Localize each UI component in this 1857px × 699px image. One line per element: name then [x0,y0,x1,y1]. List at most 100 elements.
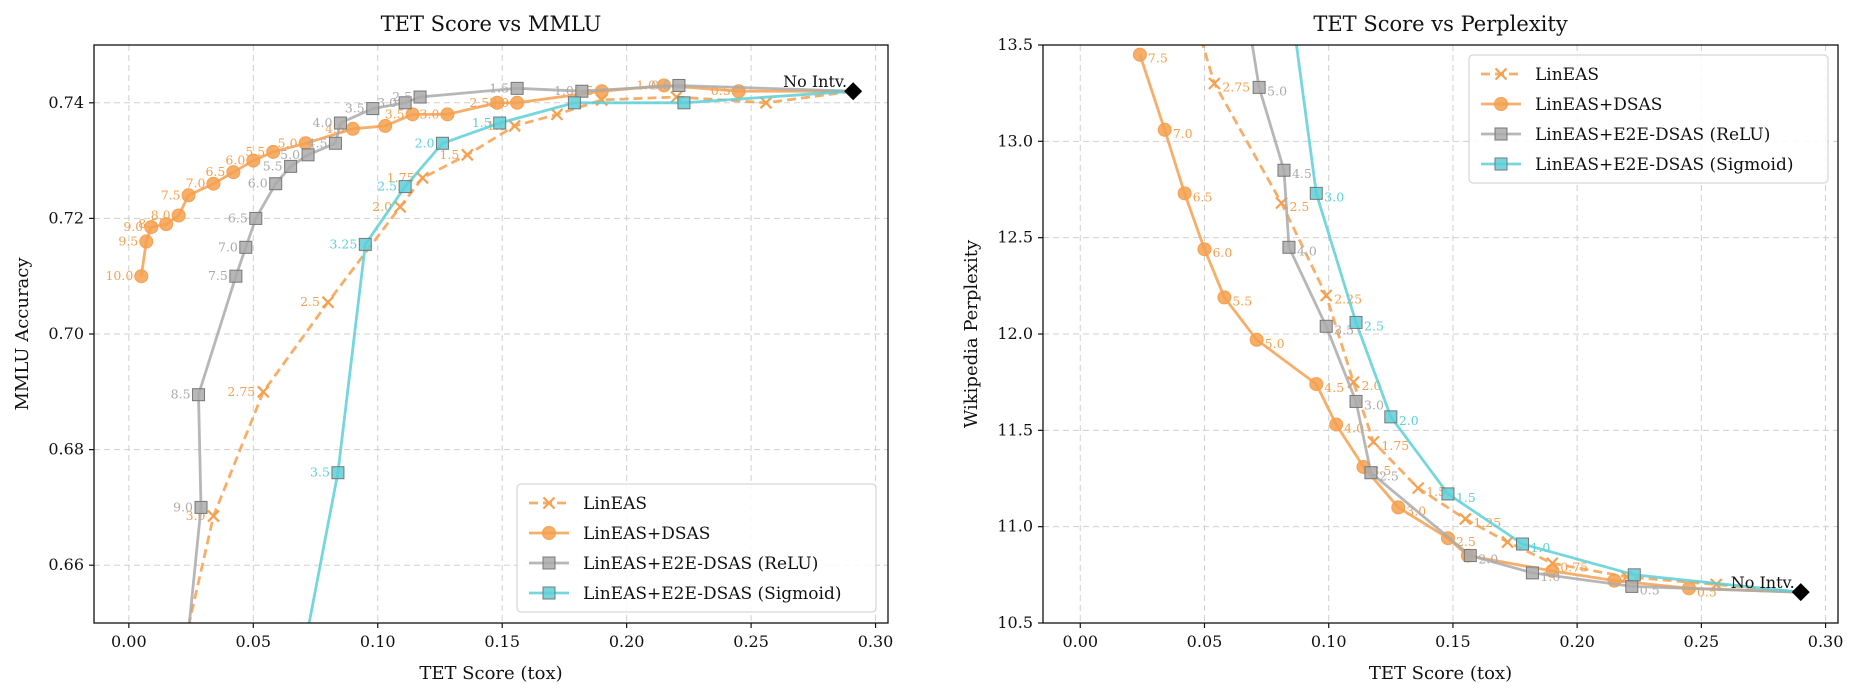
point-label: 7.0 [1173,126,1193,141]
legend-frame [1468,54,1829,184]
point-label: 1.75 [1381,438,1409,453]
point-label: 5.5 [263,158,283,173]
point-label: 2.5 [1364,318,1384,333]
legend-marker [542,586,556,600]
point-label: 8.5 [171,387,191,402]
data-point [301,148,315,162]
x-tick-label: 0.05 [235,632,271,651]
legend-label: LinEAS+E2E-DSAS (ReLU) [583,554,818,574]
data-point [134,269,149,284]
point-label: 3.5 [1334,322,1354,337]
point-label: 1.5 [439,147,459,162]
legend-label: LinEAS+E2E-DSAS (ReLU) [1535,125,1770,145]
legend-label: LinEAS+DSAS [1535,95,1662,115]
data-point [508,119,521,133]
legend-label: LinEAS [583,494,647,514]
data-point [1277,163,1291,177]
no-intervention-marker [1791,583,1810,602]
data-point [181,188,196,203]
point-label: 10.0 [105,268,133,283]
y-tick-label: 0.74 [48,93,84,112]
data-point [239,240,253,254]
y-tick-label: 11.0 [997,517,1033,536]
x-tick-label: 0.00 [111,632,147,651]
data-point [398,180,412,194]
data-point [292,675,304,687]
data-point [345,121,360,136]
data-point [677,96,691,110]
no-intervention-label: No Intv. [783,72,847,91]
point-label: 2.75 [1222,80,1250,95]
x-tick-label: 0.30 [1808,632,1844,651]
data-point [413,90,427,104]
data-point [1319,319,1333,333]
series-3: 5.04.54.03.53.02.52.01.00.5 [1250,45,1801,597]
data-point [1411,481,1425,495]
data-point [144,220,159,235]
data-point [440,107,455,122]
data-point [405,107,420,122]
y-tick-label: 0.68 [48,440,84,459]
y-tick-label: 0.66 [48,555,84,574]
point-label: 0.5 [1640,582,1660,597]
data-point [139,234,154,249]
point-label: 2.0 [1399,413,1419,428]
x-axis-label: TET Score (tox) [1369,663,1512,684]
data-point [1384,410,1398,424]
data-point [246,153,261,168]
point-label: 1.0 [1530,540,1550,555]
data-point [1364,466,1378,480]
x-axis-label: TET Score (tox) [419,663,562,684]
point-label: 2.0 [1478,552,1498,567]
plot-frame [93,44,889,624]
x-tick-label: 0.05 [1187,632,1223,651]
data-point [393,200,407,214]
data-point [1197,242,1212,257]
y-axis-label: Wikipedia Perplexity [961,239,982,428]
point-label: 0.5 [1697,584,1717,599]
point-label: 3.5 [345,101,365,116]
point-label: 2.5 [392,89,412,104]
point-label: 2.5 [377,179,397,194]
point-label: 2.5 [1456,534,1476,549]
data-point [1329,417,1344,432]
y-tick-label: 13.5 [997,35,1033,54]
point-label: 2.0 [489,95,509,110]
data-point [178,675,190,687]
point-label: 6.5 [228,210,248,225]
data-point [1252,80,1266,94]
legend-marker [1494,157,1508,171]
data-point [1217,290,1232,305]
plot-frame [1042,44,1839,624]
data-point [1282,240,1296,254]
point-label: 2.5 [1290,199,1310,214]
point-label: 8.5 [138,216,158,231]
point-label: 6.0 [1212,245,1232,260]
point-label: 2.0 [372,199,392,214]
data-point [1391,500,1406,515]
no-intervention-marker [844,82,863,101]
data-point [435,136,449,150]
legend-label: LinEAS+DSAS [583,524,710,544]
point-label: 0.75 [1560,559,1588,574]
chart-title: TET Score vs Perplexity [1313,12,1568,36]
data-point [759,96,773,110]
series-line [187,84,854,623]
y-tick-label: 0.70 [48,324,84,343]
point-label: 2.5 [469,95,489,110]
data-point [331,466,345,480]
chart-title: TET Score vs MMLU [381,12,602,36]
data-point [1625,579,1639,593]
series-4: 3.53.252.52.01.5 [292,89,854,687]
point-label: 5.5 [1232,293,1252,308]
plot-area: 3.02.752.52.01.751.51.010.09.59.08.58.07… [105,77,854,687]
x-tick-label: 0.10 [360,632,396,651]
legend: LinEAS LinEAS+DSAS LinEAS+E2E-DSAS (ReLU) L… [516,483,877,613]
point-label: 3.5 [385,106,405,121]
data-point [333,116,347,130]
data-point [1309,186,1323,200]
x-tick-label: 0.25 [1684,632,1720,651]
point-label: 9.5 [118,234,138,249]
data-point [1309,377,1324,392]
